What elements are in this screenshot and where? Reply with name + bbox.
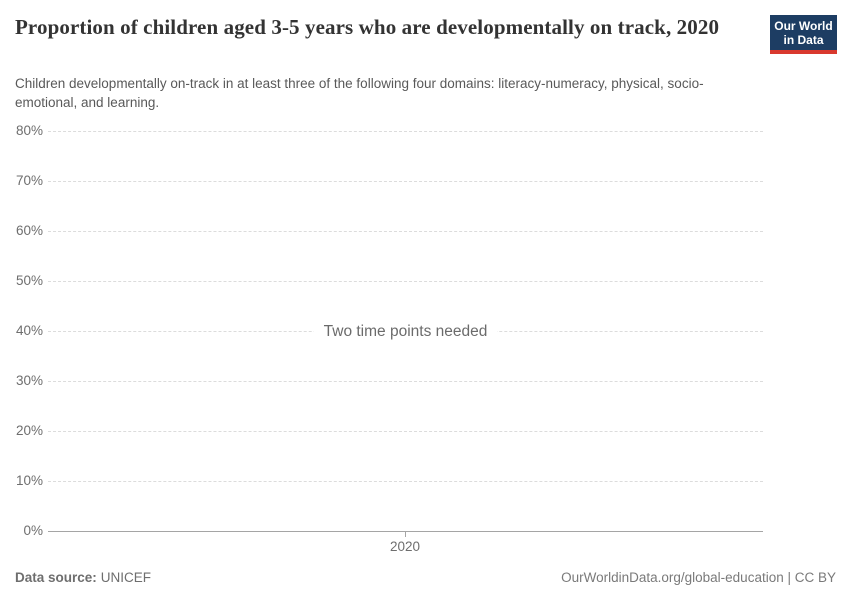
empty-chart-message: Two time points needed [313,322,498,341]
credit-link[interactable]: OurWorldinData.org/global-education | CC… [561,570,836,585]
y-axis-tick-label: 40% [15,323,43,338]
gridline [48,131,763,132]
gridline [48,431,763,432]
data-source-value: UNICEF [100,570,152,585]
gridline [48,181,763,182]
y-axis-tick-label: 20% [15,423,43,438]
chart-title: Proportion of children aged 3-5 years wh… [15,15,720,39]
x-axis-tick-label: 2020 [389,539,421,554]
y-axis-tick-label: 30% [15,373,43,388]
x-axis-tick-mark [405,531,406,537]
gridline [48,231,763,232]
empty-chart-message-row: Two time points needed [48,322,763,341]
owid-logo[interactable]: Our World in Data [770,15,837,54]
data-source-label: Data source: [15,570,97,585]
gridline [48,481,763,482]
gridline [48,281,763,282]
chart-subtitle: Children developmentally on-track in at … [15,76,704,110]
gridline [48,381,763,382]
y-axis-tick-label: 70% [15,173,43,188]
y-axis-tick-label: 50% [15,273,43,288]
y-axis-tick-label: 80% [15,123,43,138]
y-axis-tick-label: 60% [15,223,43,238]
owid-logo-line2: in Data [783,33,824,47]
data-source: Data source: UNICEF [15,569,151,586]
y-axis-tick-label: 10% [15,473,43,488]
owid-logo-line1: Our World [774,19,833,33]
y-axis-tick-label: 0% [23,523,43,538]
